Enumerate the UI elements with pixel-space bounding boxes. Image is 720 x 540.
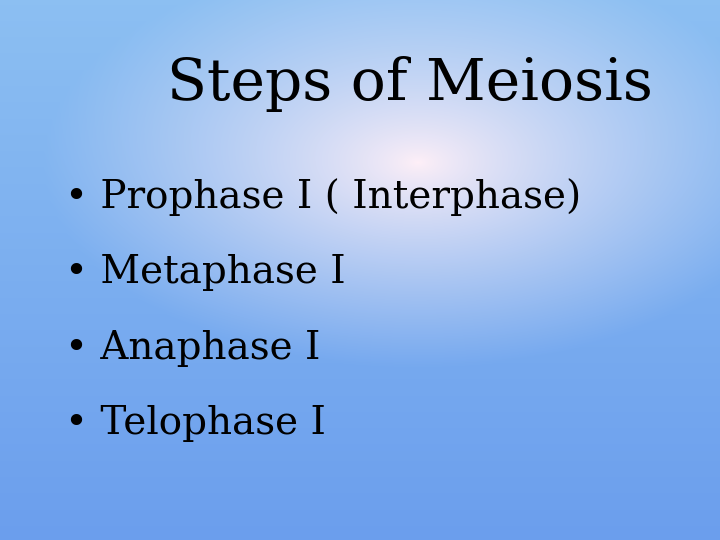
Text: Steps of Meiosis: Steps of Meiosis	[168, 56, 653, 112]
Text: • Telophase I: • Telophase I	[65, 406, 325, 442]
Text: • Anaphase I: • Anaphase I	[65, 330, 320, 367]
Text: • Metaphase I: • Metaphase I	[65, 254, 346, 291]
Text: • Prophase I ( Interphase): • Prophase I ( Interphase)	[65, 178, 581, 216]
